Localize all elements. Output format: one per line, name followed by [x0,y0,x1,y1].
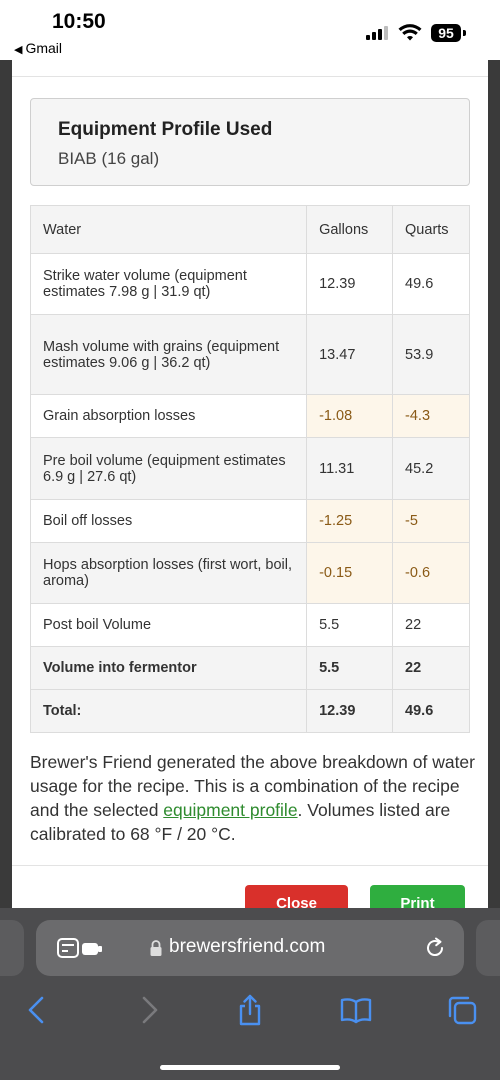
table-row: Mash volume with grains (equipment estim… [29,314,470,395]
header-divider [12,76,488,77]
row-label: Volume into fermentor [29,646,308,690]
row-quarts: 53.9 [392,314,470,395]
row-quarts: -5 [392,499,470,543]
row-label: Hops absorption losses (first wort, boil… [29,542,308,604]
table-row: Hops absorption losses (first wort, boil… [29,542,470,604]
tab-groups-icon[interactable] [56,937,108,959]
back-app-label: Gmail [25,40,63,56]
water-breakdown-modal: Equipment Profile Used BIAB (16 gal) Wat… [12,60,488,910]
row-quarts: -0.6 [392,542,470,604]
equipment-profile-box: Equipment Profile Used BIAB (16 gal) [30,98,470,186]
row-gallons: 12.39 [306,253,394,315]
bookmarks-icon[interactable] [340,994,372,1026]
next-tab-peek[interactable] [476,920,500,976]
wifi-icon [398,24,422,41]
row-label: Post boil Volume [29,603,308,647]
share-icon[interactable] [234,994,266,1026]
forward-arrow-icon[interactable] [132,994,164,1026]
previous-tab-peek[interactable] [0,920,24,976]
safari-toolbar: brewersfriend.com [0,908,500,1080]
row-label: Pre boil volume (equipment estimates 6.9… [29,437,308,500]
row-gallons: -1.08 [306,394,394,438]
back-triangle-icon: ◀ [14,44,23,56]
battery-nub [463,30,466,36]
row-quarts: 22 [392,646,470,690]
column-header-gallons: Gallons [306,205,394,254]
cellular-signal-icon [366,26,392,40]
print-button[interactable]: Print [370,885,465,910]
row-quarts: 49.6 [392,689,470,733]
breakdown-footnote: Brewer's Friend generated the above brea… [30,750,475,846]
footer-divider [12,865,488,866]
row-gallons: 11.31 [306,437,394,500]
battery-indicator: 95 [431,24,461,42]
row-gallons: 5.5 [306,603,394,647]
row-label: Grain absorption losses [29,394,308,438]
row-gallons: -0.15 [306,542,394,604]
row-gallons: -1.25 [306,499,394,543]
table-row: Strike water volume (equipment estimates… [29,253,470,315]
row-label: Mash volume with grains (equipment estim… [29,314,308,395]
row-label: Boil off losses [29,499,308,543]
column-header-water: Water [29,205,308,254]
reload-icon[interactable] [424,937,446,959]
tabs-overview-icon[interactable] [446,994,478,1026]
table-row: Boil off losses -1.25 -5 [29,499,470,543]
row-quarts: -4.3 [392,394,470,438]
row-quarts: 45.2 [392,437,470,500]
row-gallons: 5.5 [306,646,394,690]
close-button[interactable]: Close [245,885,348,910]
row-gallons: 13.47 [306,314,394,395]
table-row: Post boil Volume 5.5 22 [29,603,470,647]
footnote-text-end: . Volumes listed are calibrated to 68 °F… [30,800,451,844]
row-label: Strike water volume (equipment estimates… [29,253,308,315]
back-arrow-icon[interactable] [22,994,54,1026]
row-gallons: 12.39 [306,689,394,733]
footnote-text-start: Brewer's Friend generated the above brea… [30,752,475,820]
equipment-profile-link[interactable]: equipment profile [163,800,298,820]
row-quarts: 22 [392,603,470,647]
clock: 10:50 [52,10,106,33]
row-label: Total: [29,689,308,733]
table-row: Grain absorption losses -1.08 -4.3 [29,394,470,438]
table-row: Pre boil volume (equipment estimates 6.9… [29,437,470,500]
address-bar[interactable]: brewersfriend.com [36,920,464,976]
row-quarts: 49.6 [392,253,470,315]
home-indicator [160,1065,340,1070]
equipment-profile-value: BIAB (16 gal) [58,149,160,168]
table-row: Volume into fermentor 5.5 22 [29,646,470,690]
table-total-row: Total: 12.39 49.6 [29,689,470,733]
table-header-row: Water Gallons Quarts [29,205,470,254]
status-bar: 10:50 ◀ Gmail 95 [0,0,500,60]
lock-icon [150,940,162,956]
water-usage-table: Water Gallons Quarts Strike water volume… [29,205,470,733]
back-to-gmail[interactable]: ◀ Gmail [14,40,62,56]
column-header-quarts: Quarts [392,205,470,254]
equipment-profile-title: Equipment Profile Used [58,119,273,140]
url-text: brewersfriend.com [169,936,326,957]
